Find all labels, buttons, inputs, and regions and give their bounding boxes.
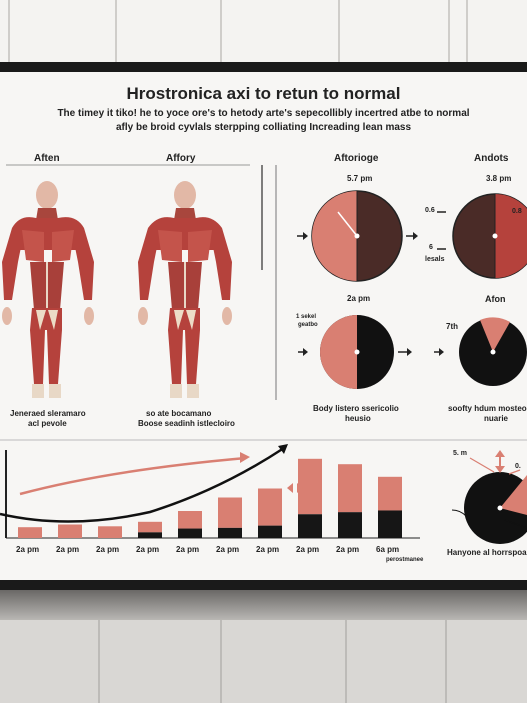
subtitle-line-2: afly be broid cyvlals sterpping colliati… xyxy=(115,122,412,133)
wall-background xyxy=(0,0,527,70)
bar-1 xyxy=(18,527,42,538)
mid-caption-left-2: heusio xyxy=(345,414,371,423)
bar-10 xyxy=(378,476,402,511)
bar-7-dark-segment xyxy=(258,525,282,538)
pie-bottom-right-label-right: 0. xyxy=(515,463,521,470)
bar-6-dark-segment xyxy=(218,527,242,538)
pie-top-left xyxy=(311,190,403,282)
bar-tick-label: 2a pm xyxy=(296,545,320,554)
floor-line xyxy=(445,620,447,703)
pie-mid-left-time: 2a pm xyxy=(347,294,371,303)
mid-caption-right-1: soofty hdum mosteor xyxy=(448,404,527,413)
pie-mid-left xyxy=(320,315,394,389)
pie-mid-right-note: 7th xyxy=(446,322,458,331)
mid-caption-left-1: Body listero ssericolio xyxy=(313,404,399,413)
bar-9-dark-segment xyxy=(338,512,362,538)
bar-tick-label: 2a pm xyxy=(216,545,240,554)
figure-left-caption-2: acl pevole xyxy=(28,419,67,428)
muscle-figure-left xyxy=(2,181,94,398)
bar-tick-label: 6a pm xyxy=(376,545,400,554)
chart-left-heading: Aftorioge xyxy=(334,153,379,164)
figure-right-heading: Affory xyxy=(166,153,196,164)
wall-panel-line xyxy=(220,0,222,62)
floor-line xyxy=(98,620,100,703)
bar-4 xyxy=(138,521,162,533)
bar-tick-label: 2a pm xyxy=(16,545,40,554)
side-label-bottom: lesals xyxy=(425,256,445,263)
pie-top-left-time: 5.7 pm xyxy=(347,174,373,183)
board-shadow xyxy=(0,590,527,620)
bar-5-dark-segment xyxy=(178,528,202,538)
wall-panel-line xyxy=(466,0,468,62)
figure-left-heading: Aften xyxy=(34,153,60,164)
bar-tick-label: 2a pm xyxy=(336,545,360,554)
floor-line xyxy=(345,620,347,703)
bar-2 xyxy=(58,524,82,538)
chart-right-heading: Andots xyxy=(474,153,509,164)
bar-10-dark-segment xyxy=(378,510,402,538)
bar-9 xyxy=(338,464,362,513)
bar-6 xyxy=(218,497,242,528)
bar-chart xyxy=(18,458,402,538)
wall-panel-line xyxy=(448,0,450,62)
mid-caption-right-2: nuarie xyxy=(484,414,509,423)
figure-right-caption-1: so ate bocamano xyxy=(146,409,212,418)
pie-bottom-right-caption: Hanyone al horrspoal xyxy=(447,548,527,557)
subtitle-line-1: The timey it tiko! he to yoce ore's to h… xyxy=(57,108,470,119)
pie-mid-right-heading: Afon xyxy=(485,294,506,304)
pie-bottom-right xyxy=(464,472,527,544)
page-title: Hrostronica axi to retun to normal xyxy=(126,84,401,103)
bar-8-dark-segment xyxy=(298,514,322,538)
pie-mid-right xyxy=(459,317,527,386)
muscle-figure-right xyxy=(138,181,232,398)
bar-5 xyxy=(178,511,202,529)
bar-tick-label: 2a pm xyxy=(256,545,280,554)
wall-panel-line xyxy=(338,0,340,62)
bar-7 xyxy=(258,488,282,526)
figure-right-caption-2: Boose seadinh istlecloiro xyxy=(138,419,235,428)
wall-panel-line xyxy=(8,0,10,62)
pie-mid-left-note-1: 1 sekel xyxy=(296,314,317,320)
pie-top-right-side-label: 0.8 xyxy=(512,208,522,215)
pie-top-right-time: 3.8 pm xyxy=(486,174,512,183)
pie-mid-left-note-2: geatbo xyxy=(298,322,318,328)
pie-top-right xyxy=(452,193,527,279)
bar-tick-label: 2a pm xyxy=(176,545,200,554)
bar-8 xyxy=(298,458,322,515)
bar-chart-extra-label: perostmanee xyxy=(386,557,424,563)
side-label-mid: 6 xyxy=(429,244,433,251)
bar-tick-label: 2a pm xyxy=(56,545,80,554)
side-label-top: 0.6 xyxy=(425,207,435,214)
wall-panel-line xyxy=(115,0,117,62)
bar-3 xyxy=(98,526,122,538)
bar-4-dark-segment xyxy=(138,532,162,538)
pie-bottom-right-label-top: 5. m xyxy=(453,450,468,457)
floor xyxy=(0,620,527,703)
floor-line xyxy=(220,620,222,703)
figure-left-caption-1: Jeneraed sleramaro xyxy=(10,409,86,418)
bar-tick-label: 2a pm xyxy=(96,545,120,554)
bar-tick-label: 2a pm xyxy=(136,545,160,554)
